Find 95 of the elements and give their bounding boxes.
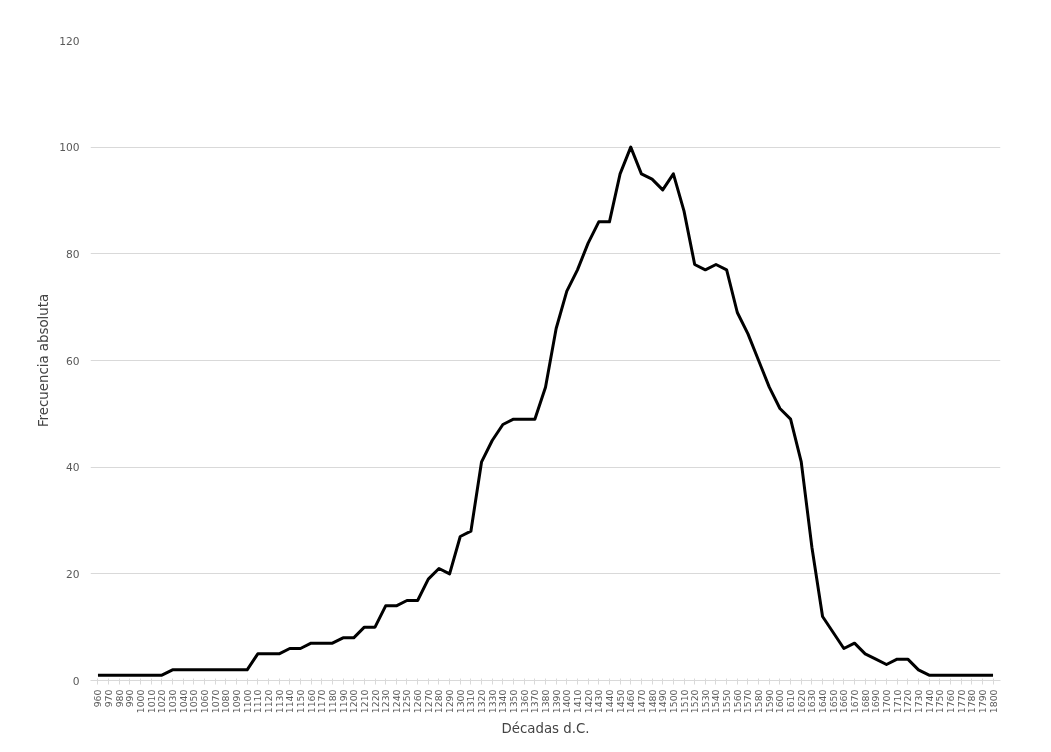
x-tick-label: 1270: [422, 689, 434, 714]
x-tick-label: 1690: [870, 689, 882, 714]
x-tick-label: 1070: [209, 689, 221, 714]
x-tick-label: 1480: [646, 689, 658, 714]
x-tick-label: 1740: [923, 689, 935, 714]
x-tick-label: 1170: [316, 689, 328, 714]
x-tick-label: 1040: [177, 689, 189, 714]
x-tick-label: 1150: [294, 689, 306, 714]
x-tick-label: 1570: [742, 689, 754, 714]
x-tick-label: 1590: [763, 689, 775, 714]
x-tick-label: 1600: [774, 689, 786, 714]
x-tick-label: 1060: [199, 689, 211, 714]
x-tick-label: 1330: [486, 689, 498, 714]
x-tick-label: 980: [113, 689, 125, 708]
x-tick-label: 1200: [348, 689, 360, 714]
x-tick-label: 1650: [827, 689, 839, 714]
x-tick-label: 1290: [444, 689, 456, 714]
x-tick-label: 1750: [934, 689, 946, 714]
x-tick-label: 1180: [326, 689, 338, 714]
x-tick-label: 1370: [529, 689, 541, 714]
x-tick-label: 1380: [540, 689, 551, 714]
x-tick-label: 960: [92, 689, 104, 708]
x-tick-label: 1190: [337, 689, 349, 714]
x-tick-label: 1220: [369, 689, 381, 714]
y-tick-label: 0: [72, 674, 80, 688]
x-tick-label: 1680: [859, 689, 871, 714]
x-tick-label: 970: [103, 689, 115, 708]
x-tick-label: 1770: [955, 689, 967, 714]
x-tick-label: 1050: [188, 689, 200, 714]
x-tick-label: 1280: [433, 689, 445, 714]
x-tick-label: 1210: [358, 689, 370, 714]
x-tick-label: 1530: [699, 689, 711, 714]
x-tick-label: 1410: [571, 689, 583, 714]
x-tick-label: 1340: [497, 689, 509, 714]
y-tick-label: 120: [59, 34, 80, 48]
x-tick-label: 1250: [401, 689, 413, 714]
x-tick-label: 1240: [390, 689, 402, 714]
x-tick-label: 1300: [454, 689, 466, 714]
x-tick-label: 1090: [230, 689, 242, 714]
x-tick-label: 1610: [785, 689, 797, 714]
x-tick-label: 1360: [518, 689, 530, 714]
x-tick-label: 1660: [838, 689, 850, 714]
x-tick-label: 1420: [582, 689, 594, 714]
x-tick-label: 1110: [252, 689, 264, 714]
y-tick-label: 20: [65, 567, 80, 581]
x-tick-label: 1450: [614, 689, 626, 714]
x-tick-label: 1390: [550, 689, 562, 714]
x-tick-label: 1560: [731, 689, 743, 714]
x-tick-label: 1120: [262, 689, 274, 714]
y-tick-label: 60: [65, 354, 80, 368]
x-tick-label: 1760: [944, 689, 956, 714]
x-tick-label: 1710: [891, 689, 903, 714]
x-tick-label: 1510: [678, 689, 690, 714]
x-tick-label: 1000: [135, 689, 147, 714]
y-axis-title: Frecuencia absoluta: [36, 293, 52, 428]
x-tick-label: 1460: [625, 689, 637, 714]
x-tick-label: 1440: [603, 689, 615, 714]
y-tick-label: 40: [65, 461, 80, 475]
x-tick-label: 1320: [476, 689, 488, 714]
x-tick-label: 1670: [849, 689, 861, 714]
x-tick-label: 1430: [593, 689, 605, 714]
x-tick-label: 1790: [976, 689, 988, 714]
y-tick-label: 100: [59, 141, 80, 155]
x-tick-label: 1780: [966, 689, 978, 714]
x-tick-label: 1500: [667, 689, 679, 714]
x-tick-label: 1230: [380, 689, 392, 714]
x-tick-label: 1720: [902, 689, 914, 714]
x-tick-label: 1520: [689, 689, 701, 714]
line-series: [96, 145, 995, 677]
x-tick-label: 1130: [273, 689, 285, 714]
x-tick-label: 1140: [284, 689, 296, 714]
x-tick-label: 1630: [806, 689, 818, 714]
x-tick-label: 1350: [508, 689, 520, 714]
x-tick-label: 1540: [710, 689, 722, 714]
x-tick-label: 1100: [241, 689, 253, 714]
x-tick-label: 1490: [657, 689, 669, 714]
x-tick-label: 1800: [987, 689, 999, 714]
x-tick-label: 1030: [167, 689, 179, 714]
x-axis-title: Décadas d.C.: [501, 721, 590, 737]
x-tick-label: 1160: [305, 689, 317, 714]
x-tick-label: 1700: [880, 689, 892, 714]
x-tick-label: 1080: [220, 689, 232, 714]
y-tick-label: 80: [65, 247, 80, 261]
x-tick-label: 1020: [156, 689, 168, 714]
x-tick-label: 990: [124, 689, 136, 708]
x-tick-label: 1310: [465, 689, 477, 714]
x-tick-label: 1550: [721, 689, 733, 714]
x-tick-label: 1640: [817, 689, 829, 714]
x-tick-label: 1580: [753, 689, 765, 714]
x-tick-label: 1730: [912, 689, 924, 714]
x-tick-label: 1010: [145, 689, 157, 714]
x-tick-label: 1620: [795, 689, 807, 714]
x-tick-label: 1400: [561, 689, 573, 714]
x-tick-label: 1470: [635, 689, 647, 714]
x-tick-label: 1260: [412, 689, 424, 714]
